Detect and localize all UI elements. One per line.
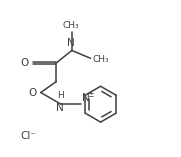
Text: O: O <box>21 58 29 68</box>
Text: O: O <box>29 87 37 97</box>
Text: N: N <box>82 93 90 103</box>
Text: CH₃: CH₃ <box>92 54 109 64</box>
Text: CH₃: CH₃ <box>63 21 79 30</box>
Text: Cl⁻: Cl⁻ <box>20 131 36 141</box>
Text: H: H <box>57 91 64 100</box>
Text: N: N <box>56 103 64 113</box>
Text: ±: ± <box>87 90 93 99</box>
Text: N: N <box>67 38 75 48</box>
